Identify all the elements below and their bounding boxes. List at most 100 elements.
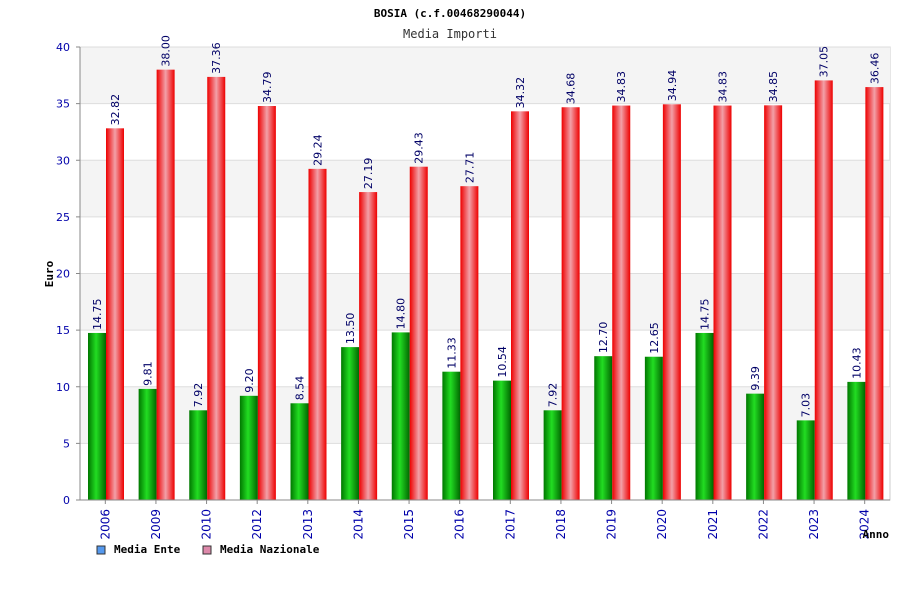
y-tick-label: 20 [56,268,70,281]
data-label: 11.33 [445,337,458,369]
x-tick-label: 2014 [351,509,365,540]
y-tick-label: 0 [63,494,70,507]
data-label: 12.70 [597,322,610,354]
bar-media-nazionale [713,105,732,501]
bar-media-nazionale [409,166,428,500]
bar-media-ente [88,332,106,500]
data-label: 38.00 [160,35,173,67]
bar-media-nazionale [308,168,327,500]
data-label: 9.20 [243,368,256,393]
bar-media-ente [594,356,613,500]
data-label: 34.94 [666,70,679,102]
legend-label-media-nazionale: Media Nazionale [220,543,320,556]
bar-media-nazionale [359,192,378,501]
x-axis-label: Anno [863,528,890,541]
x-tick-label: 2019 [605,509,619,540]
bar-media-ente [290,403,309,500]
x-tick-label: 2006 [98,509,112,540]
x-tick-label: 2016 [453,509,467,540]
bar-media-nazionale [257,106,276,501]
y-axis-label: Euro [43,260,56,287]
bar-media-nazionale [460,186,479,500]
data-label: 14.80 [395,298,408,330]
data-label: 27.19 [362,158,375,190]
bars: 14.75 32.82 9.81 38.00 7.92 37.36 9.20 34.79 8.5… [88,35,884,501]
x-tick-label: 2018 [554,509,568,540]
data-label: 10.43 [850,347,863,379]
data-label: 32.82 [109,94,122,126]
bar-media-ente [847,381,866,500]
data-label: 9.39 [749,366,762,391]
data-label: 36.46 [868,53,881,85]
data-label: 29.24 [312,134,325,166]
data-label: 8.54 [294,376,307,401]
bar-media-ente [796,420,815,500]
bar-media-nazionale [207,76,226,500]
bar-media-nazionale [511,111,529,501]
data-label: 7.92 [192,383,205,408]
bar-media-nazionale [106,128,124,500]
bar-media-nazionale [561,107,580,501]
data-label: 29.43 [413,132,426,164]
bar-media-ente [189,410,208,500]
chart-title: BOSIA (c.f.00468290044) [374,7,526,20]
y-tick-label: 40 [56,41,70,54]
bar-media-ente [442,371,461,500]
bar-media-ente [543,410,562,500]
x-tick-label: 2009 [149,509,163,540]
bar-media-ente [493,380,511,500]
x-tick-label: 2012 [250,509,264,540]
data-label: 13.50 [344,313,357,345]
y-tick-label: 30 [56,154,70,167]
data-label: 12.65 [648,322,661,354]
x-tick-label: 2020 [655,509,669,540]
x-tick-label: 2023 [807,509,821,540]
bar-media-ente [341,347,360,500]
y-tick-label: 5 [63,437,70,450]
bar-media-nazionale [612,105,631,501]
bar-media-ente [138,388,157,500]
bar-media-ente [239,395,258,500]
data-label: 10.54 [496,346,509,378]
x-tick-label: 2022 [756,509,770,540]
data-label: 34.83 [717,71,730,103]
data-label: 27.71 [463,152,476,184]
data-label: 14.75 [91,298,104,330]
bar-media-nazionale [814,80,833,500]
bar-media-nazionale [662,104,681,500]
legend: Media Ente Media Nazionale [96,543,320,556]
x-tick-label: 2024 [858,509,872,540]
chart-subtitle: Media Importi [403,27,497,41]
y-tick-label: 10 [56,381,70,394]
data-label: 34.68 [565,73,578,105]
legend-label-media-ente: Media Ente [114,543,181,556]
data-label: 7.03 [800,393,813,418]
x-tick-label: 2010 [200,509,214,540]
y-tick-label: 25 [56,211,70,224]
bar-media-nazionale [156,69,175,501]
data-label: 37.36 [210,42,223,74]
data-label: 34.85 [767,71,780,103]
x-tick-label: 2021 [706,509,720,540]
bar-media-ente [644,356,663,500]
axes: 0 5 10 15 20 25 30 35 40 2006 2009 2010 2012 2013 2014… [56,41,890,540]
bar-media-nazionale [764,105,783,500]
bar-media-ente [391,332,410,500]
bar-media-nazionale [865,87,884,500]
data-label: 34.83 [615,71,628,103]
bar-media-ente [746,393,765,500]
legend-swatch-media-nazionale [202,545,212,555]
x-tick-label: 2013 [301,509,315,540]
data-label: 9.81 [142,361,155,386]
x-tick-label: 2015 [402,509,416,540]
data-label: 7.92 [547,383,560,408]
y-tick-label: 15 [56,324,70,337]
data-label: 34.32 [514,77,527,109]
bar-media-ente [695,332,714,500]
legend-swatch-media-ente [96,545,106,555]
data-label: 34.79 [261,72,274,104]
data-label: 14.75 [699,298,712,330]
y-tick-label: 35 [56,98,70,111]
